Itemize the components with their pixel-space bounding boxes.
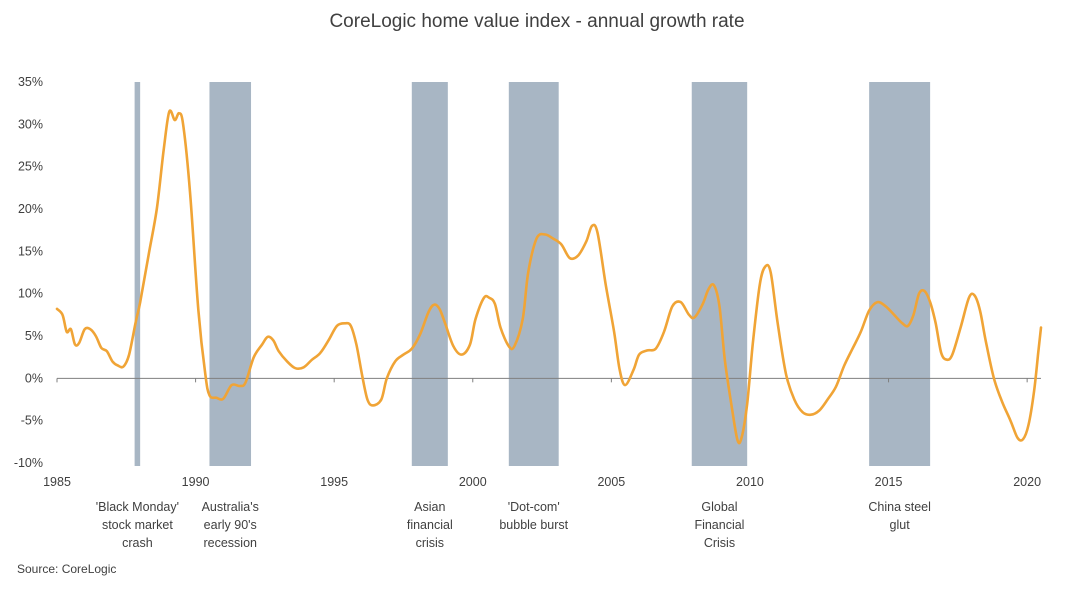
crisis-band-2 (209, 82, 252, 466)
crisis-label-6-line-2: glut (890, 518, 911, 532)
x-tick-label-2005: 2005 (597, 475, 625, 489)
growth-line-layer (55, 109, 1043, 445)
crisis-label-1-line-1: 'Black Monday' (96, 500, 179, 514)
chart-title: CoreLogic home value index - annual grow… (329, 11, 744, 32)
crisis-band-1 (134, 82, 141, 466)
x-tick-label-1995: 1995 (320, 475, 348, 489)
y-tick-label-35: 35% (18, 75, 43, 89)
crisis-label-5-line-1: Global (701, 500, 737, 514)
x-tick-label-2020: 2020 (1013, 475, 1041, 489)
crisis-band-5 (691, 82, 748, 466)
crisis-bands (134, 82, 931, 466)
crisis-band-4 (508, 82, 559, 466)
crisis-label-3-line-3: crisis (416, 536, 444, 550)
y-tick-label--5: -5% (21, 414, 43, 428)
source-note: Source: CoreLogic (17, 562, 117, 576)
x-tick-label-2000: 2000 (459, 475, 487, 489)
crisis-label-5-line-2: Financial (694, 518, 744, 532)
crisis-label-6-line-1: China steel (868, 500, 931, 514)
y-tick-label-10: 10% (18, 287, 43, 301)
crisis-label-1-line-3: crash (122, 536, 153, 550)
x-tick-label-2010: 2010 (736, 475, 764, 489)
growth-rate-line (55, 109, 1043, 445)
x-tick-label-1985: 1985 (43, 475, 71, 489)
x-tick-label-2015: 2015 (875, 475, 903, 489)
crisis-label-4-line-1: 'Dot-com' (508, 500, 560, 514)
crisis-annotations: 'Black Monday' stock market crash Australia… (96, 500, 931, 550)
y-tick-label-5: 5% (25, 329, 43, 343)
y-tick-label-25: 25% (18, 160, 43, 174)
crisis-label-2-line-1: Australia's (202, 500, 259, 514)
crisis-label-3-line-2: financial (407, 518, 453, 532)
y-tick-label-20: 20% (18, 202, 43, 216)
y-tick-label-30: 30% (18, 117, 43, 131)
crisis-label-3-line-1: Asian (414, 500, 445, 514)
crisis-label-2-line-3: recession (203, 536, 257, 550)
y-tick-label-15: 15% (18, 244, 43, 258)
crisis-band-3 (411, 82, 448, 466)
chart-axes: 1985 1990 1995 2000 2005 2010 2015 2020 35% 30% 25… (14, 75, 1041, 489)
crisis-label-2-line-2: early 90's (204, 518, 257, 532)
crisis-label-4-line-2: bubble burst (499, 518, 568, 532)
y-tick-label-0: 0% (25, 371, 43, 385)
crisis-band-6 (869, 82, 931, 466)
crisis-label-5-line-3: Crisis (704, 536, 735, 550)
crisis-label-1-line-2: stock market (102, 518, 173, 532)
x-tick-label-1990: 1990 (182, 475, 210, 489)
y-tick-label--10: -10% (14, 456, 43, 470)
